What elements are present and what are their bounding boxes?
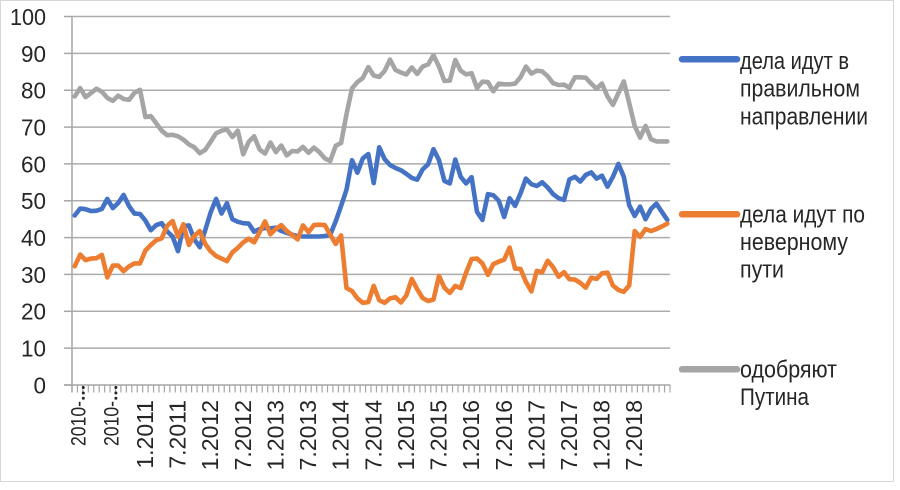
svg-text:1.2013: 1.2013 [262, 400, 288, 470]
svg-text:дела идут по: дела идут по [740, 202, 865, 229]
svg-text:7.2013: 7.2013 [295, 400, 321, 470]
svg-text:80: 80 [21, 78, 46, 104]
svg-text:7.2017: 7.2017 [556, 400, 582, 470]
svg-text:40: 40 [21, 225, 46, 251]
svg-text:7.2014: 7.2014 [360, 400, 386, 471]
svg-text:2010-: 2010- [100, 401, 123, 446]
svg-text:7.2016: 7.2016 [491, 400, 517, 470]
svg-text:70: 70 [21, 115, 46, 141]
svg-text:Путина: Путина [740, 384, 810, 411]
svg-text:1.2014: 1.2014 [328, 400, 354, 471]
svg-text:1.2011: 1.2011 [132, 400, 158, 469]
svg-text:правильном: правильном [740, 76, 860, 103]
svg-text:1.2016: 1.2016 [458, 400, 484, 470]
svg-text:неверному: неверному [740, 229, 848, 256]
svg-text:30: 30 [21, 262, 46, 288]
svg-text:пути: пути [740, 257, 784, 284]
svg-text:1.2018: 1.2018 [589, 400, 615, 470]
svg-text:7.2018: 7.2018 [621, 400, 647, 470]
svg-text:90: 90 [21, 41, 46, 67]
svg-text:0: 0 [34, 372, 47, 398]
svg-text:7.2012: 7.2012 [230, 400, 256, 470]
svg-text:направлении: направлении [740, 104, 868, 131]
svg-text:100: 100 [10, 4, 46, 30]
svg-text:2010-: 2010- [68, 401, 91, 446]
svg-text:20: 20 [21, 299, 46, 325]
svg-text:1.2017: 1.2017 [523, 400, 549, 470]
svg-text:1.2015: 1.2015 [393, 400, 419, 470]
svg-text:одобряют: одобряют [740, 357, 837, 384]
svg-text:7.2015: 7.2015 [426, 400, 452, 470]
svg-text:7.2011: 7.2011 [165, 400, 191, 469]
svg-text:60: 60 [21, 151, 46, 177]
svg-text:10: 10 [21, 336, 46, 362]
svg-text:дела идут в: дела идут в [740, 48, 849, 75]
svg-text:1.2012: 1.2012 [197, 400, 223, 470]
svg-text:50: 50 [21, 188, 46, 214]
